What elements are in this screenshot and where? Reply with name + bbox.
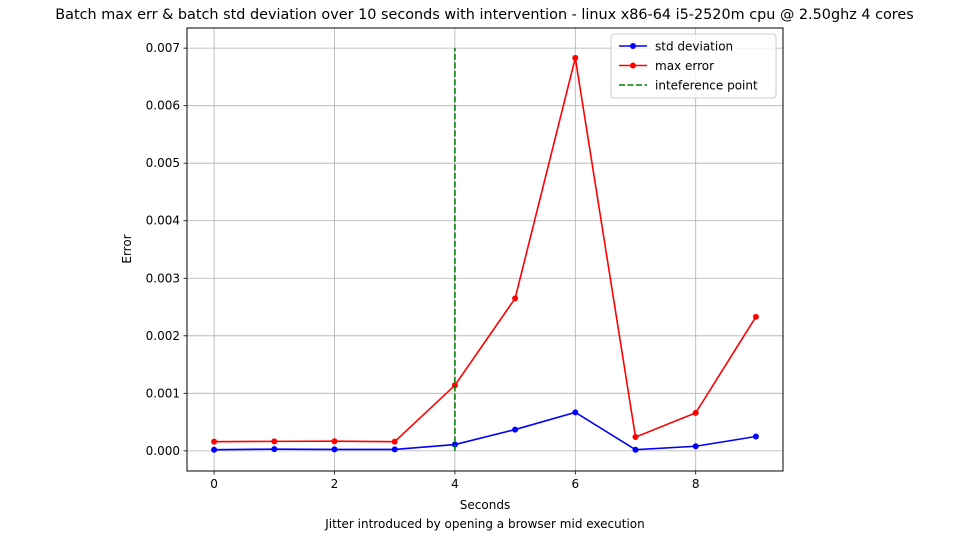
data-point — [451, 382, 458, 389]
y-tick-label: 0.005 — [146, 156, 180, 170]
x-tick-label: 4 — [451, 477, 459, 491]
data-point — [331, 446, 338, 453]
plot-frame — [186, 27, 784, 472]
data-point — [331, 438, 338, 445]
legend-label: inteference point — [655, 79, 758, 93]
data-point — [572, 409, 579, 416]
legend-box — [610, 33, 777, 99]
y-tick-label: 0.001 — [146, 386, 180, 400]
x-tick-label: 8 — [692, 477, 700, 491]
series-max-error — [211, 54, 759, 445]
y-tick-label: 0.000 — [146, 444, 180, 458]
data-point — [632, 434, 639, 441]
data-point — [692, 409, 699, 416]
data-point — [752, 313, 759, 320]
legend-label: max error — [655, 59, 714, 73]
legend-marker — [630, 62, 636, 69]
data-point — [512, 426, 519, 433]
data-point — [451, 441, 458, 448]
series-std-deviation — [211, 409, 759, 453]
y-axis-label: Error — [120, 234, 134, 263]
y-tick-label: 0.002 — [146, 329, 180, 343]
x-tick-label: 2 — [331, 477, 339, 491]
data-point — [632, 446, 639, 453]
y-tick-label: 0.003 — [146, 271, 180, 285]
series-line — [214, 411, 757, 451]
legend-marker — [630, 43, 636, 49]
data-point — [572, 54, 579, 61]
data-point — [391, 446, 398, 453]
chart-caption: Jitter introduced by opening a browser m… — [324, 517, 644, 531]
data-point — [391, 438, 398, 445]
data-point — [271, 446, 278, 453]
data-point — [752, 433, 759, 440]
x-axis: 0 2 4 6 8 — [210, 471, 700, 491]
x-axis-label: Seconds — [460, 498, 510, 512]
x-tick-label: 0 — [210, 477, 218, 491]
y-tick-label: 0.006 — [146, 99, 180, 113]
data-point — [211, 446, 218, 453]
series-line — [214, 57, 757, 443]
data-point — [211, 438, 218, 445]
y-axis: 0.000 0.001 0.002 0.003 0.004 0.005 0.006 0.007 — [146, 41, 187, 458]
y-tick-label: 0.004 — [146, 214, 180, 228]
data-point — [271, 438, 278, 445]
chart-title: Batch max err & batch std deviation over… — [55, 7, 914, 23]
series-layer — [211, 48, 759, 453]
legend: std deviation max error inteference point — [610, 33, 777, 99]
y-tick-label: 0.007 — [146, 41, 180, 55]
legend-label: std deviation — [655, 40, 733, 54]
data-point — [692, 443, 699, 450]
x-tick-label: 6 — [571, 477, 579, 491]
data-point — [512, 295, 519, 302]
